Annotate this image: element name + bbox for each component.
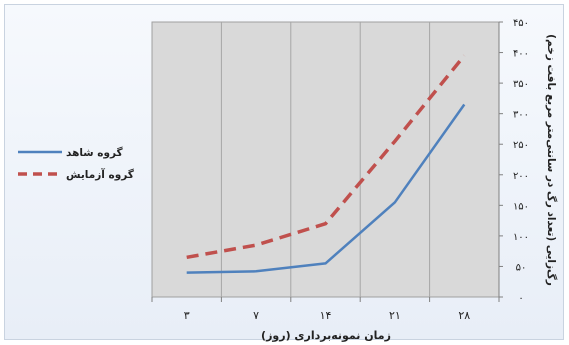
x-tick-label: ۷	[253, 309, 259, 322]
x-tick-label: ۲۱	[389, 309, 401, 322]
y-tick-label: ۰	[518, 293, 523, 304]
x-tick-label: ۳	[184, 309, 190, 322]
y-tick-label: ۳۰۰	[513, 110, 529, 121]
y-tick-label: ۱۰۰	[513, 232, 529, 243]
series-line-experiment	[186, 54, 466, 260]
plot-area	[151, 21, 500, 298]
y-tick-label: ۲۵۰	[513, 140, 529, 151]
y-tick-label: ۴۵۰	[513, 18, 529, 29]
y-tick-label: ۵۰	[516, 262, 527, 273]
series-line-control	[186, 103, 466, 274]
y-tick-label: ۳۵۰	[513, 79, 529, 90]
x-tick-label: ۲۸	[458, 309, 470, 322]
legend-label: گروه آزمایش	[66, 168, 135, 181]
grid-lines	[220, 22, 431, 297]
y-tick-label: ۱۵۰	[513, 201, 529, 212]
y-axis-ticks: ۰ ۵۰ ۱۰۰ ۱۵۰ ۲۰۰ ۲۵۰ ۳۰۰ ۳۵۰ ۴۰۰ ۴۵۰	[498, 18, 529, 304]
legend: گروه شاهد گروه آزمایش	[18, 146, 135, 181]
legend-label: گروه شاهد	[66, 146, 124, 159]
y-tick-label: ۲۰۰	[513, 171, 529, 182]
y-tick-label: ۴۰۰	[513, 49, 529, 60]
x-axis-title: زمان نمونه‌برداری (روز)	[261, 329, 391, 342]
x-tick-label: ۱۴	[320, 309, 332, 322]
y-axis-title: رگ‌زایی (تعداد رگ در سانتی‌متر مربع بافت…	[545, 34, 558, 286]
x-axis-ticks: ۳ ۷ ۱۴ ۲۱ ۲۸	[151, 297, 500, 322]
series-lines	[186, 54, 466, 274]
